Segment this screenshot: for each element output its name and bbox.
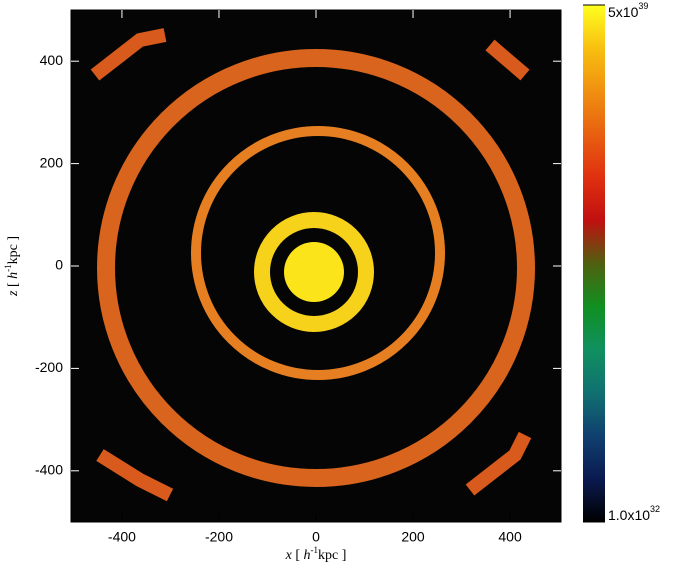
label-exponent: 39 (638, 1, 648, 11)
x-tick-label: -400 (108, 529, 136, 545)
label-part: h (6, 272, 21, 279)
corner-patch (485, 39, 530, 81)
middle-ring (191, 126, 445, 380)
x-tick-label: 0 (312, 529, 320, 545)
label-part: 1.0x10 (608, 507, 650, 523)
label-part: -1 (311, 545, 319, 555)
label-part: x (285, 548, 296, 563)
inner-ring (254, 212, 374, 332)
corner-patch (465, 431, 532, 496)
label-part: kpc ] (318, 548, 346, 563)
x-tick-label: 400 (498, 529, 522, 545)
label-part: h (304, 548, 311, 563)
label-part: 5x10 (608, 4, 639, 20)
label-part: z (6, 287, 21, 297)
label-exponent: 32 (650, 504, 660, 514)
y-tick-label: -200 (35, 359, 63, 375)
label-part: -1 (3, 264, 13, 272)
core (284, 242, 344, 302)
colorbar-tick-label: 1.0x1032 (608, 504, 660, 522)
corner-patch (90, 28, 167, 81)
field (90, 28, 535, 502)
colorbar (583, 5, 605, 522)
x-tick-label: -200 (205, 529, 233, 545)
x-tick-label: 200 (401, 529, 425, 545)
y-tick-label: -400 (35, 462, 63, 478)
label-part: [ (6, 279, 21, 287)
y-axis-label: z [ h-1kpc ] (3, 236, 21, 297)
y-tick-label: 0 (55, 257, 63, 273)
corner-patch (96, 449, 174, 502)
outer-ring (97, 49, 535, 487)
label-part: kpc ] (6, 236, 21, 264)
colorbar-tick-label: 5x1039 (608, 1, 648, 19)
y-tick-label: 400 (40, 52, 64, 68)
y-tick-label: 200 (40, 154, 64, 170)
label-part: [ (295, 548, 303, 563)
x-axis-label: x [ h-1kpc ] (285, 545, 347, 563)
